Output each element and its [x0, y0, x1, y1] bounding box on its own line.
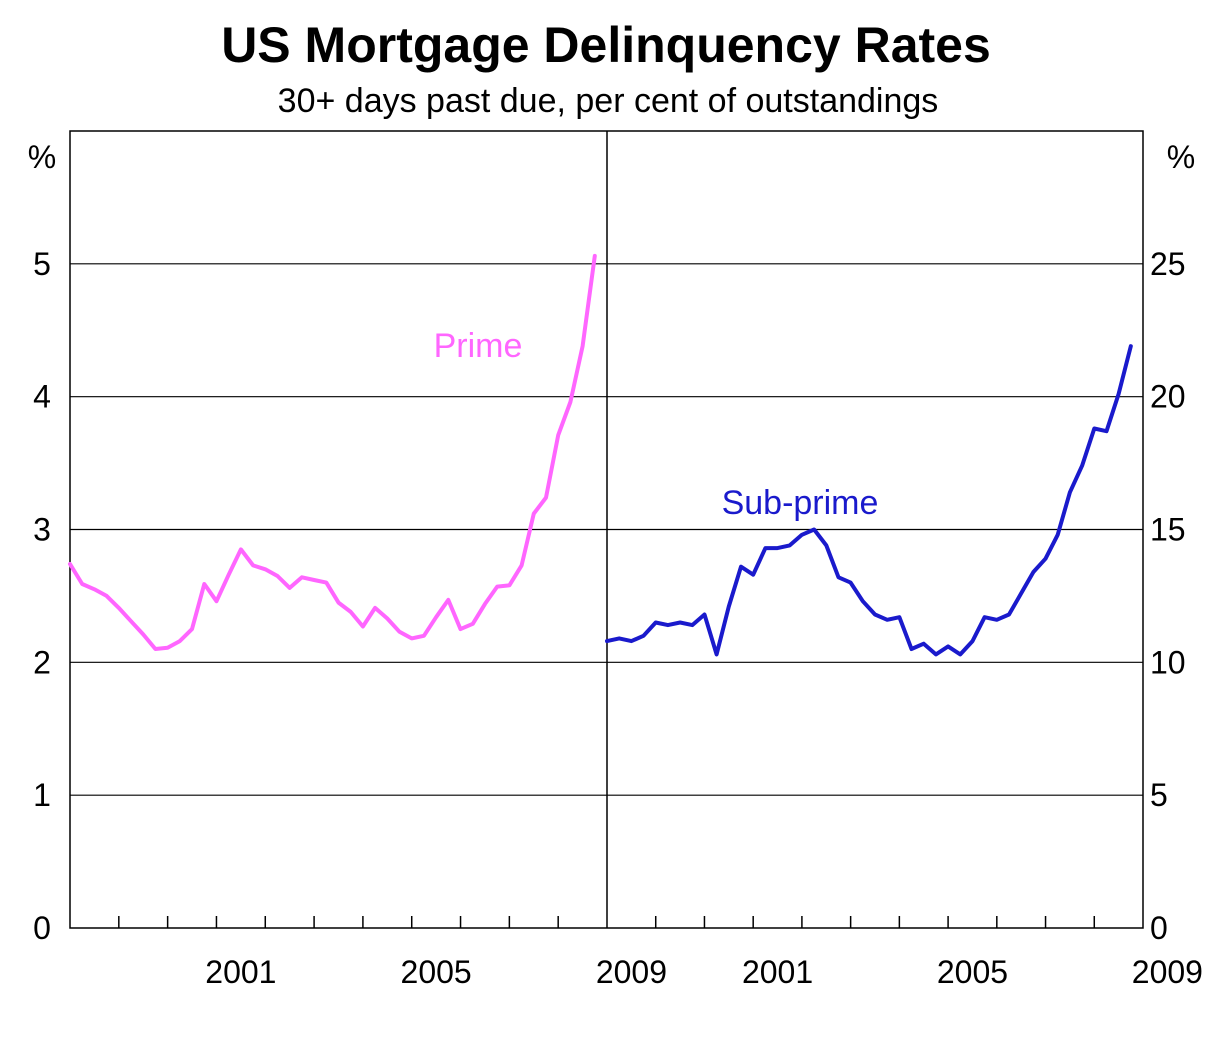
right-ytick-label-10: 10: [1150, 644, 1186, 680]
left-ytick-label-1: 1: [33, 777, 51, 813]
left-ytick-label-2: 2: [33, 644, 51, 680]
series-line-sub-prime: [605, 344, 1133, 657]
left-unit-label: %: [28, 139, 56, 175]
series-line-prime: [68, 253, 597, 651]
series-lines: [68, 253, 1133, 657]
right-unit-label: %: [1167, 139, 1195, 175]
left-ytick-label-3: 3: [33, 512, 51, 548]
gridlines: [70, 263, 1143, 796]
series-label-prime: Prime: [434, 327, 523, 365]
chart-subtitle: 30+ days past due, per cent of outstandi…: [278, 82, 939, 120]
axis-labels: 0 1 2 3 4 5% 2001 2005 2009 Prime 0 5 10 15 20 25% 2001 2…: [28, 139, 1203, 990]
left-ytick-label-0: 0: [33, 910, 51, 946]
right-xtick-label-2001: 2001: [742, 954, 813, 990]
right-ytick-label-5: 5: [1150, 777, 1168, 813]
left-xtick-label-2001: 2001: [205, 954, 276, 990]
right-xtick-label-2005: 2005: [937, 954, 1008, 990]
left-xtick-label-2005: 2005: [401, 954, 472, 990]
left-xtick-label-2009: 2009: [596, 954, 667, 990]
right-ytick-label-25: 25: [1150, 246, 1186, 282]
left-ytick-label-5: 5: [33, 246, 51, 282]
right-ytick-label-15: 15: [1150, 512, 1186, 548]
right-ytick-label-20: 20: [1150, 379, 1186, 415]
plot-frame: [69, 130, 1144, 929]
left-ytick-label-4: 4: [33, 379, 51, 415]
series-label-sub-prime: Sub-prime: [722, 484, 879, 522]
right-ytick-label-0: 0: [1150, 910, 1168, 946]
right-xtick-label-2009: 2009: [1132, 954, 1203, 990]
chart-title: US Mortgage Delinquency Rates: [221, 17, 991, 73]
